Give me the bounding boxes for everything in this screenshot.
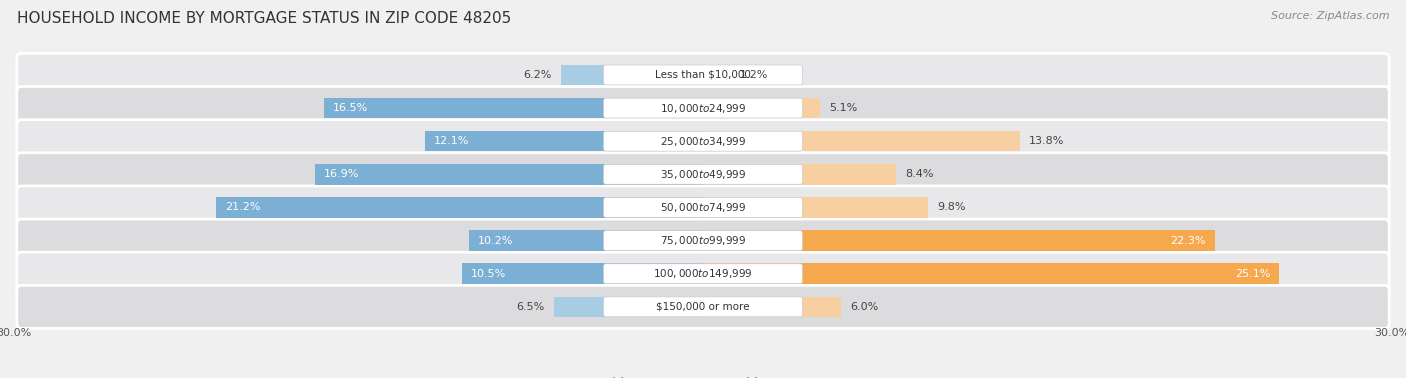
FancyBboxPatch shape xyxy=(603,98,803,118)
Text: Source: ZipAtlas.com: Source: ZipAtlas.com xyxy=(1271,11,1389,21)
Text: $150,000 or more: $150,000 or more xyxy=(657,302,749,312)
Bar xyxy=(703,263,1279,284)
Bar xyxy=(703,197,928,218)
Text: $50,000 to $74,999: $50,000 to $74,999 xyxy=(659,201,747,214)
Text: 25.1%: 25.1% xyxy=(1234,269,1270,279)
Text: 10.5%: 10.5% xyxy=(471,269,506,279)
Bar xyxy=(561,65,703,85)
Text: $25,000 to $34,999: $25,000 to $34,999 xyxy=(659,135,747,148)
FancyBboxPatch shape xyxy=(17,87,1389,130)
FancyBboxPatch shape xyxy=(17,120,1389,163)
Bar xyxy=(425,131,703,152)
Text: 21.2%: 21.2% xyxy=(225,203,262,212)
FancyBboxPatch shape xyxy=(17,153,1389,196)
Bar xyxy=(461,263,703,284)
FancyBboxPatch shape xyxy=(603,198,803,217)
FancyBboxPatch shape xyxy=(17,252,1389,295)
Bar xyxy=(703,65,731,85)
Text: 16.9%: 16.9% xyxy=(323,169,360,179)
Bar xyxy=(468,230,703,251)
Text: 8.4%: 8.4% xyxy=(905,169,934,179)
FancyBboxPatch shape xyxy=(603,297,803,317)
Text: 16.5%: 16.5% xyxy=(333,103,368,113)
Text: $10,000 to $24,999: $10,000 to $24,999 xyxy=(659,102,747,115)
FancyBboxPatch shape xyxy=(603,65,803,85)
Text: 6.0%: 6.0% xyxy=(851,302,879,312)
Legend: Without Mortgage, With Mortgage: Without Mortgage, With Mortgage xyxy=(579,372,827,378)
Text: Less than $10,000: Less than $10,000 xyxy=(655,70,751,80)
Text: 13.8%: 13.8% xyxy=(1029,136,1064,146)
Text: $35,000 to $49,999: $35,000 to $49,999 xyxy=(659,168,747,181)
FancyBboxPatch shape xyxy=(17,219,1389,262)
Text: 12.1%: 12.1% xyxy=(434,136,470,146)
Text: 5.1%: 5.1% xyxy=(830,103,858,113)
FancyBboxPatch shape xyxy=(603,264,803,284)
FancyBboxPatch shape xyxy=(603,231,803,251)
Text: 6.5%: 6.5% xyxy=(516,302,544,312)
FancyBboxPatch shape xyxy=(603,164,803,184)
Bar xyxy=(703,98,820,118)
Bar xyxy=(703,131,1019,152)
Text: 10.2%: 10.2% xyxy=(478,235,513,246)
Text: 1.2%: 1.2% xyxy=(740,70,768,80)
Text: $100,000 to $149,999: $100,000 to $149,999 xyxy=(654,267,752,280)
Bar xyxy=(703,164,896,184)
Text: HOUSEHOLD INCOME BY MORTGAGE STATUS IN ZIP CODE 48205: HOUSEHOLD INCOME BY MORTGAGE STATUS IN Z… xyxy=(17,11,512,26)
FancyBboxPatch shape xyxy=(603,131,803,151)
FancyBboxPatch shape xyxy=(17,186,1389,229)
Bar xyxy=(703,297,841,317)
Text: $75,000 to $99,999: $75,000 to $99,999 xyxy=(659,234,747,247)
Text: 6.2%: 6.2% xyxy=(523,70,551,80)
FancyBboxPatch shape xyxy=(17,285,1389,328)
Bar xyxy=(703,230,1215,251)
FancyBboxPatch shape xyxy=(17,53,1389,96)
Bar xyxy=(217,197,703,218)
Bar xyxy=(315,164,703,184)
Bar xyxy=(323,98,703,118)
Bar xyxy=(554,297,703,317)
Text: 22.3%: 22.3% xyxy=(1170,235,1206,246)
Text: 9.8%: 9.8% xyxy=(938,203,966,212)
